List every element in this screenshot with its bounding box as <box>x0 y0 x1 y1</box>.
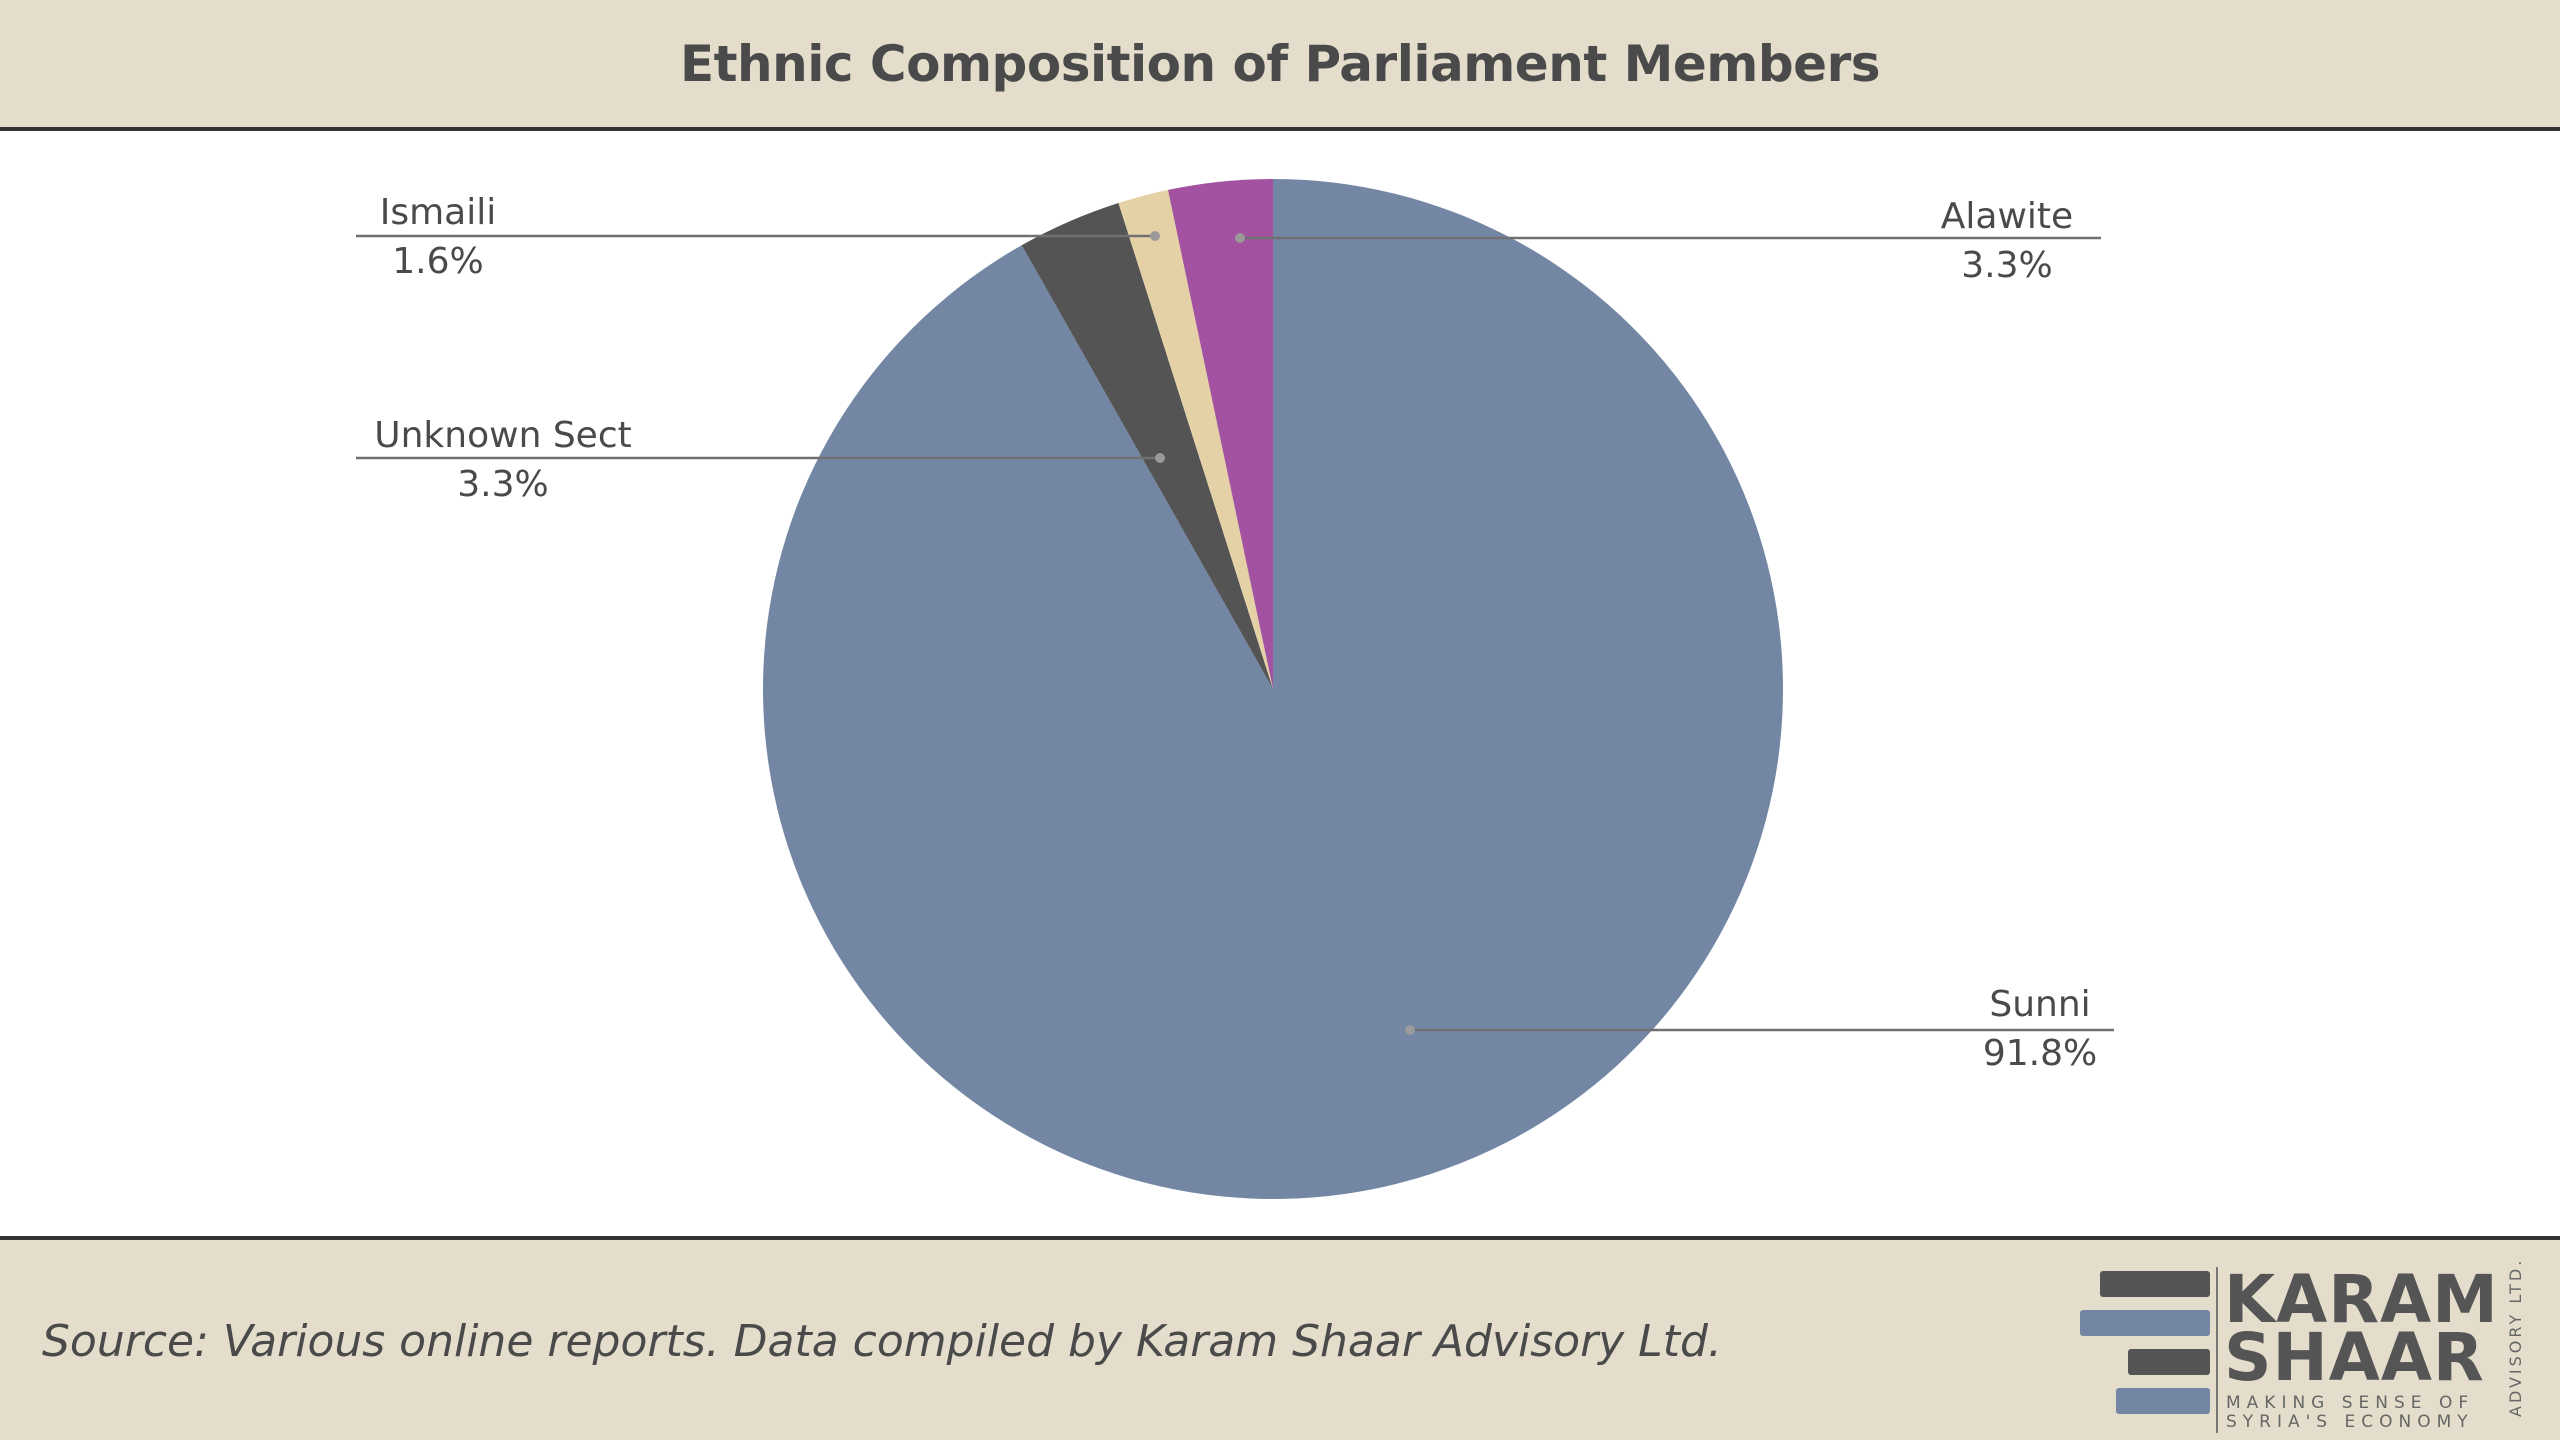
slice-label-alawite: Alawite <box>1941 196 2073 237</box>
pie-slice-ismaili <box>1118 189 1273 689</box>
footer-bar: Source: Various online reports. Data com… <box>0 1236 2560 1440</box>
logo-word-shaar: SHAAR <box>2224 1319 2485 1396</box>
slice-value-alawite: 3.3% <box>1961 245 2052 286</box>
slice-label-ismaili: Ismaili <box>380 192 497 233</box>
logo-tagline-1: MAKING SENSE OF <box>2226 1393 2475 1413</box>
slice-value-unknown-sect: 3.3% <box>457 464 548 505</box>
pie-slice-alawite <box>1168 179 1273 689</box>
logo-bar-4 <box>2116 1388 2210 1414</box>
karam-shaar-logo: KARAM SHAAR MAKING SENSE OF SYRIA'S ECON… <box>2078 1258 2538 1433</box>
logo-word-karam: KARAM <box>2224 1261 2499 1338</box>
chart-title: Ethnic Composition of Parliament Members <box>679 34 1881 93</box>
logo-bar-1 <box>2100 1271 2210 1297</box>
source-note: Source: Various online reports. Data com… <box>42 1316 1722 1367</box>
logo-divider <box>2216 1267 2218 1433</box>
slice-value-ismaili: 1.6% <box>392 241 483 282</box>
logo-bar-3 <box>2128 1349 2210 1375</box>
slice-label-unknown-sect: Unknown Sect <box>374 415 631 456</box>
logo-advisory-ltd: ADVISORY LTD. <box>2506 1257 2525 1417</box>
chart-area: Sunni 91.8% Unknown Sect 3.3% Ismaili 1.6% Ala… <box>0 131 2560 1236</box>
logo-bar-2 <box>2080 1310 2210 1336</box>
slice-label-sunni: Sunni <box>1989 984 2090 1025</box>
slice-value-sunni: 91.8% <box>1983 1033 2097 1074</box>
leader-dot-alawite <box>1235 233 1245 243</box>
pie-slice-unknown-sect <box>1021 202 1273 689</box>
logo-tagline-2: SYRIA'S ECONOMY <box>2226 1412 2474 1432</box>
title-bar: Ethnic Composition of Parliament Members <box>0 0 2560 131</box>
pie-chart: Sunni 91.8% Unknown Sect 3.3% Ismaili 1.6% Ala… <box>356 179 2114 1199</box>
leader-dot-ismaili <box>1150 231 1160 241</box>
leader-dot-unknown-sect <box>1155 453 1165 463</box>
leader-dot-sunni <box>1405 1025 1415 1035</box>
